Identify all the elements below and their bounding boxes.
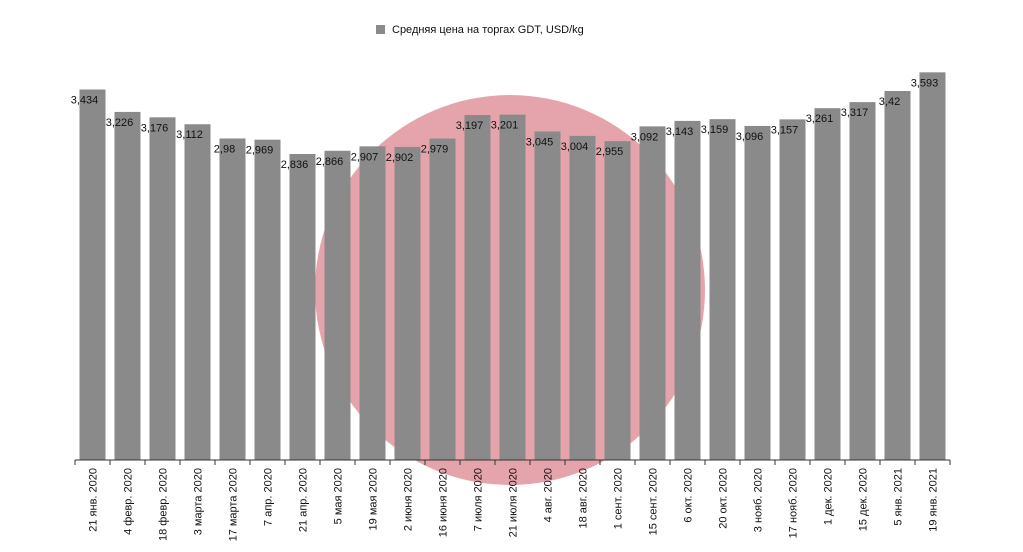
x-tick-label: 18 авг. 2020 (578, 468, 590, 529)
bar (814, 108, 841, 460)
bar (569, 135, 596, 460)
value-label: 2,902 (386, 152, 414, 164)
bar (114, 111, 141, 460)
x-tick-label: 19 янв. 2021 (928, 468, 940, 532)
x-tick-label: 3 нояб. 2020 (753, 468, 765, 532)
bar (919, 72, 946, 460)
bar (79, 89, 106, 460)
bar (499, 114, 526, 461)
value-label: 2,836 (281, 159, 309, 171)
value-label: 3,176 (141, 122, 169, 134)
value-label: 3,004 (561, 141, 589, 153)
x-tick-label: 21 июля 2020 (508, 468, 520, 537)
x-tick-label: 20 окт. 2020 (718, 468, 730, 529)
value-label: 2,907 (351, 151, 379, 163)
value-label: 2,98 (214, 143, 235, 155)
bar (779, 119, 806, 460)
legend-label: Средняя цена на торгах GDT, USD/kg (392, 24, 584, 36)
bar (429, 138, 456, 460)
x-tick-label: 17 нояб. 2020 (788, 468, 800, 538)
value-label: 3,434 (71, 94, 99, 106)
x-tick-label: 21 апр. 2020 (298, 468, 310, 532)
bar (674, 120, 701, 460)
bar (744, 125, 771, 461)
legend-swatch (376, 25, 385, 34)
bar (184, 124, 211, 461)
bar (149, 117, 176, 460)
value-label: 2,955 (596, 146, 624, 158)
x-tick-label: 1 сент. 2020 (613, 468, 625, 529)
legend: Средняя цена на торгах GDT, USD/kg (376, 24, 584, 36)
bar (639, 126, 666, 461)
x-tick-label: 21 янв. 2020 (88, 468, 100, 532)
bar (604, 141, 631, 460)
bar (534, 131, 561, 461)
x-tick-label: 15 сент. 2020 (648, 468, 660, 535)
bar (254, 139, 281, 460)
x-tick-label: 6 окт. 2020 (683, 468, 695, 523)
value-label: 3,159 (701, 124, 729, 136)
bar (464, 115, 491, 461)
x-tick-label: 5 мая 2020 (333, 468, 345, 524)
x-tick-label: 2 июня 2020 (403, 468, 415, 531)
x-tick-label: 4 авг. 2020 (543, 468, 555, 522)
value-label: 3,226 (106, 117, 134, 129)
x-tick-label: 15 дек. 2020 (858, 468, 870, 531)
x-tick-label: 7 июля 2020 (473, 468, 485, 531)
value-label: 3,197 (456, 120, 484, 132)
bar (884, 91, 911, 460)
value-label: 3,096 (736, 131, 764, 143)
value-label: 3,045 (526, 136, 554, 148)
value-label: 3,317 (841, 107, 869, 119)
x-tick-label: 17 марта 2020 (228, 468, 240, 541)
bar (359, 146, 386, 460)
value-label: 3,112 (176, 129, 203, 141)
value-label: 3,143 (666, 126, 694, 138)
value-label: 3,593 (911, 77, 939, 89)
x-tick-label: 18 февр. 2020 (158, 468, 170, 541)
x-tick-label: 3 марта 2020 (193, 468, 205, 535)
x-tick-label: 7 апр. 2020 (263, 468, 275, 526)
bar (289, 154, 316, 460)
bar (324, 150, 351, 460)
value-label: 3,157 (771, 124, 799, 136)
x-tick-label: 19 мая 2020 (368, 468, 380, 530)
bar (849, 102, 876, 460)
x-tick-label: 4 февр. 2020 (123, 468, 135, 535)
x-tick-label: 5 янв. 2021 (893, 468, 905, 526)
x-tick-label: 16 июня 2020 (438, 468, 450, 537)
bar (709, 119, 736, 461)
value-label: 3,261 (806, 113, 834, 125)
bar (219, 138, 246, 460)
value-label: 2,866 (316, 156, 344, 168)
bar (394, 146, 421, 461)
value-label: 2,969 (246, 145, 274, 157)
value-label: 2,979 (421, 144, 449, 156)
value-label: 3,201 (491, 120, 519, 132)
x-tick-label: 1 дек. 2020 (823, 468, 835, 525)
value-label: 3,42 (879, 96, 900, 108)
value-label: 3,092 (631, 131, 659, 143)
